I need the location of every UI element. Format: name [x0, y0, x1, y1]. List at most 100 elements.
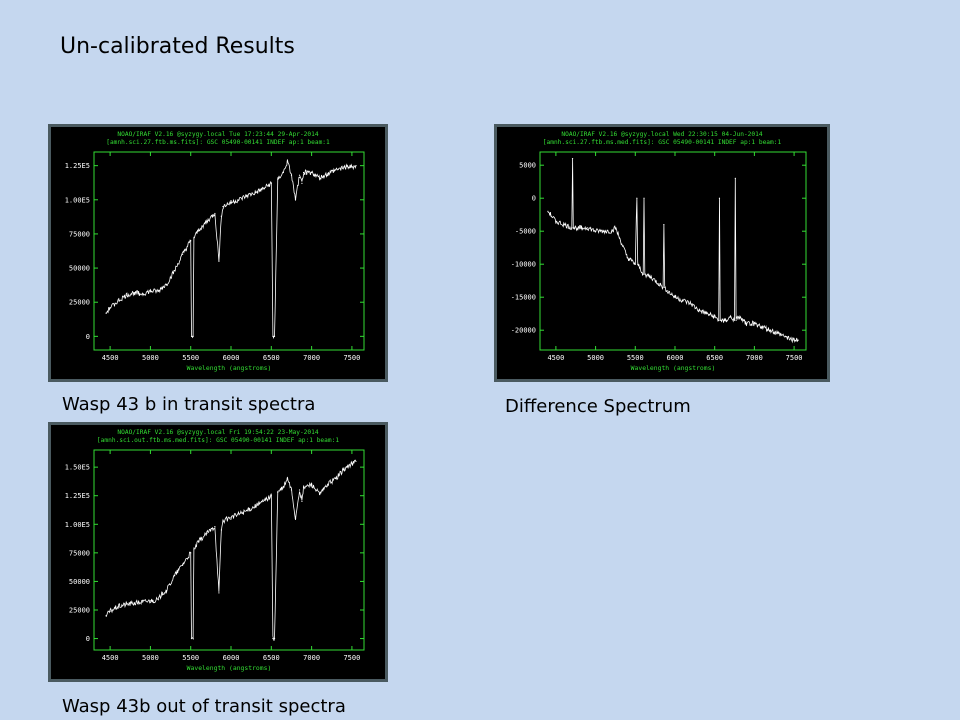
data-point — [262, 500, 264, 503]
x-axis-label: Wavelength (angstroms) — [187, 664, 272, 672]
data-point — [206, 221, 208, 223]
data-point — [198, 229, 200, 231]
plot-header-line-2: [amnh.sci.out.ftb.ms.med.fits]: GSC 0549… — [97, 437, 339, 444]
data-point — [282, 171, 285, 174]
data-point — [698, 309, 700, 311]
x-tick-label: 5000 — [587, 354, 604, 362]
x-tick-label: 7000 — [746, 354, 763, 362]
data-point — [173, 270, 176, 272]
data-point — [206, 532, 208, 535]
data-point — [733, 319, 736, 321]
data-point — [555, 220, 557, 222]
data-point — [282, 487, 285, 489]
data-point — [125, 294, 127, 296]
in-transit-chart-svg: NOAO/IRAF V2.16 @syzygy.local Tue 17:23:… — [51, 127, 385, 379]
data-point — [190, 637, 193, 640]
data-point — [190, 335, 193, 337]
data-point — [286, 160, 289, 163]
y-tick-label: 0 — [532, 195, 536, 203]
x-axis-label: Wavelength (angstroms) — [187, 364, 272, 372]
x-tick-label: 4500 — [547, 354, 564, 362]
data-point — [161, 592, 164, 594]
data-point — [682, 299, 684, 302]
data-point — [725, 319, 728, 321]
data-point — [220, 215, 222, 217]
data-point — [662, 286, 664, 288]
plot-header-line-2: [amnh.sci.27.ftb.ms.med.fits]: GSC 05490… — [543, 139, 782, 146]
data-point — [311, 171, 313, 174]
slide-title: Un-calibrated Results — [60, 34, 295, 59]
data-point — [618, 237, 621, 239]
y-tick-label: 1.00E5 — [65, 196, 90, 204]
difference-plot: NOAO/IRAF V2.16 @syzygy.local Wed 22:30:… — [494, 124, 830, 382]
data-point — [614, 227, 617, 229]
data-point — [220, 529, 222, 531]
x-axis-label: Wavelength (angstroms) — [631, 364, 716, 372]
data-point — [351, 166, 353, 168]
y-tick-label: 1.25E5 — [65, 162, 90, 170]
data-point — [105, 312, 107, 314]
data-point — [165, 283, 168, 286]
x-tick-label: 7500 — [786, 354, 803, 362]
data-point — [666, 290, 668, 292]
data-point — [198, 540, 200, 543]
data-point — [587, 227, 589, 229]
data-point — [319, 177, 321, 179]
y-tick-label: 25000 — [69, 607, 90, 615]
data-point — [737, 316, 740, 318]
x-tick-label: 7500 — [343, 654, 360, 662]
data-point — [193, 548, 195, 551]
data-point — [327, 483, 329, 485]
data-point — [298, 489, 301, 491]
data-point — [734, 177, 736, 179]
data-point — [343, 166, 345, 168]
y-tick-label: 50000 — [69, 578, 90, 586]
out-transit-chart-svg: NOAO/IRAF V2.16 @syzygy.local Fri 19:54:… — [51, 425, 385, 679]
data-point — [254, 505, 256, 507]
data-point — [797, 339, 799, 341]
data-point — [777, 332, 779, 335]
data-point — [351, 463, 353, 465]
x-tick-label: 7000 — [303, 354, 320, 362]
x-tick-label: 7500 — [343, 354, 360, 362]
data-point — [769, 329, 771, 331]
data-point — [182, 563, 184, 565]
data-point — [718, 319, 720, 321]
y-tick-label: 1.00E5 — [65, 521, 90, 529]
y-tick-label: 1.50E5 — [65, 464, 90, 472]
data-point — [133, 292, 135, 294]
x-tick-label: 6500 — [706, 354, 723, 362]
data-point — [572, 227, 574, 229]
data-point — [190, 552, 192, 554]
in-transit-plot: NOAO/IRAF V2.16 @syzygy.local Tue 17:23:… — [48, 124, 388, 382]
y-tick-label: 0 — [86, 635, 90, 643]
plot-axes-box — [93, 151, 365, 351]
data-point — [254, 192, 256, 194]
data-point — [125, 603, 127, 605]
data-point — [272, 637, 274, 640]
data-point — [262, 188, 264, 190]
plot-panel — [51, 425, 385, 679]
data-point — [157, 599, 160, 601]
difference-caption: Difference Spectrum — [505, 396, 691, 417]
data-point — [594, 230, 597, 232]
data-point — [690, 303, 692, 305]
data-point — [547, 210, 549, 212]
data-point — [149, 290, 152, 292]
data-point — [745, 323, 748, 325]
data-point — [109, 610, 111, 612]
data-point — [246, 509, 248, 512]
x-tick-label: 6500 — [263, 654, 280, 662]
data-point — [335, 477, 337, 480]
data-point — [637, 263, 639, 265]
x-tick-label: 5000 — [142, 354, 159, 362]
data-point — [714, 316, 716, 318]
spectrum-line — [105, 459, 357, 641]
difference-chart-svg: NOAO/IRAF V2.16 @syzygy.local Wed 22:30:… — [497, 127, 827, 379]
y-tick-label: 5000 — [519, 162, 536, 170]
data-point — [105, 615, 107, 617]
data-point — [149, 600, 152, 602]
data-point — [602, 230, 605, 232]
data-point — [785, 336, 787, 338]
data-point — [301, 182, 303, 185]
